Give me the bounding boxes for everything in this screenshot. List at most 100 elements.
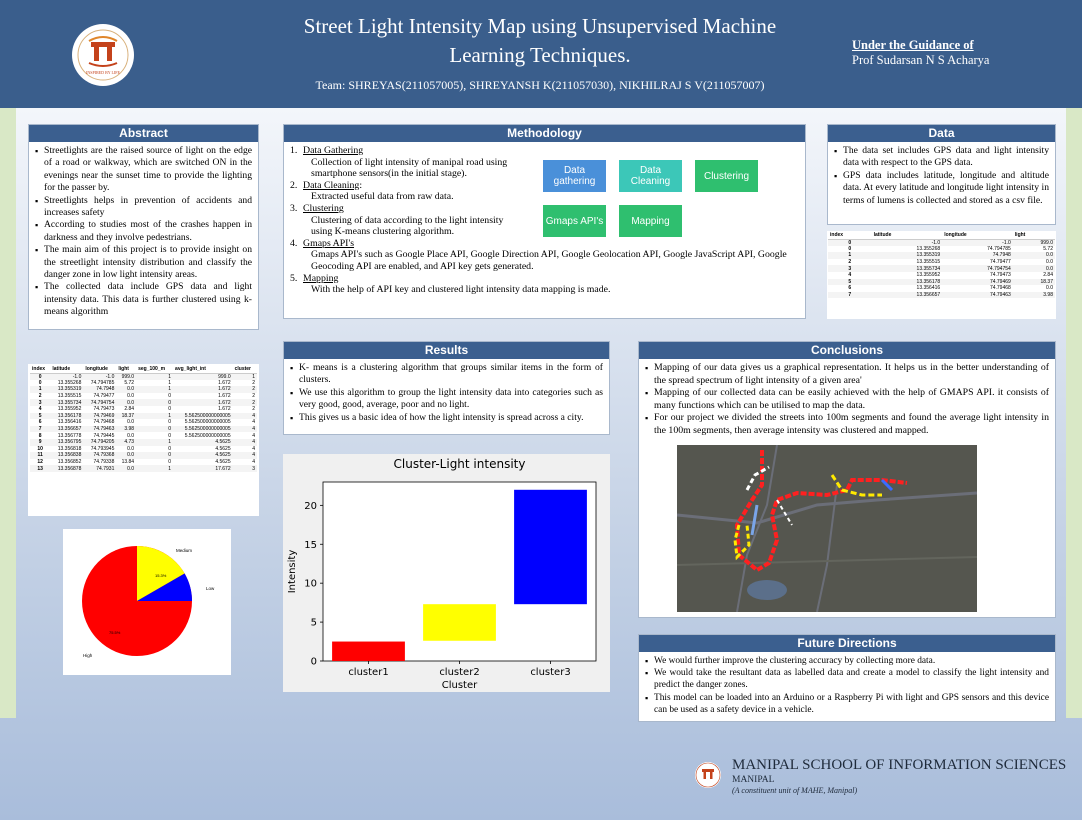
future-item: We would further improve the clustering … <box>645 655 1049 667</box>
data-panel: Data The data set includes GPS data and … <box>827 124 1056 225</box>
cluster-table-cell: 4 <box>232 452 257 459</box>
data-table-cell: 13.356657 <box>871 291 943 299</box>
light-intensity-map <box>677 445 977 612</box>
flow-data-gathering: Data gathering <box>543 160 606 192</box>
cluster-table-cell: -1.0 <box>50 373 84 380</box>
data-table: index latitude longitude light 0 -1.0 -1.0 999.… <box>828 232 1055 299</box>
cluster-table-cell: 4 <box>38 406 42 413</box>
school-unit: (A constituent unit of MAHE, Manipal) <box>732 786 858 795</box>
data-table-row: 7 13.356657 74.79463 3.98 <box>828 291 1055 299</box>
cluster-table-cell: 9 <box>30 438 51 446</box>
cluster-table-cell: 5.562500000000005 <box>184 432 231 439</box>
guidance-label: Under the Guidance of <box>852 38 974 52</box>
cluster-table-cell: 2.84 <box>124 406 135 413</box>
pie-pct-medium: 15.3% <box>155 573 167 578</box>
data-table-cell: 2 <box>848 259 852 266</box>
abstract-item: Streetlights are the raised source of li… <box>35 145 252 195</box>
methodology-steps: 1. Data Gathering Collection of light inte… <box>290 145 799 296</box>
bar-cluster1 <box>332 641 405 661</box>
light-category-pie: Medium Low High 15.3% 75.5% <box>82 546 215 658</box>
cluster-table-cell: 0.0 <box>127 432 135 439</box>
cluster-table-cell: 7 <box>30 425 51 433</box>
future-panel: Future Directions We would further impro… <box>638 634 1056 722</box>
cluster-table-cell: -1.0 <box>83 373 117 380</box>
future-item: We would take the resultant data as labe… <box>645 667 1049 691</box>
cluster-table-cell: 3 <box>30 399 51 406</box>
cluster-table-cell: 74.7948 <box>83 386 117 393</box>
y-axis-label: Intensity <box>287 550 298 594</box>
pie-slice-low <box>137 573 192 601</box>
abstract-item: Streetlights helps in prevention of acci… <box>35 195 252 220</box>
cluster-table-cell: 0.0 <box>127 393 135 400</box>
data-table-row: 2 13.355515 74.79477 0.0 <box>828 259 1055 266</box>
pie-chart-image: Medium Low High 15.3% 75.5% <box>63 529 231 675</box>
cluster-table-cell: 1.672 <box>218 406 231 413</box>
data-table-row: 3 13.355734 74.794754 0.0 <box>828 265 1055 272</box>
cluster-table-cell: 1.672 <box>173 399 233 406</box>
future-heading: Future Directions <box>639 635 1055 652</box>
cluster-table-cell: 2 <box>38 393 42 400</box>
data-table-cell: 1 <box>828 252 872 259</box>
cluster-table-row: 9 13.356795 74.794205 4.73 1 4.5625 4 <box>30 438 257 446</box>
cluster-table-cell: 2 <box>252 393 255 400</box>
data-table-cell: 0 <box>828 239 872 246</box>
cluster-table-cell: 6 <box>38 419 42 426</box>
data-table-row: 5 13.356178 74.79469 18.37 <box>828 278 1055 286</box>
cluster-table-header-cell: latitude <box>50 366 84 374</box>
abstract-item: The main aim of this project is to provi… <box>35 244 252 281</box>
cluster-table-cell: 74.794205 <box>83 438 117 446</box>
data-table-header-cell: light <box>1012 232 1055 240</box>
data-table-cell: 5.72 <box>1043 245 1053 252</box>
data-table-cell: -1.0 <box>871 239 943 246</box>
abstract-list: Streetlights are the raised source of li… <box>35 145 252 319</box>
cluster-table-cell: 1.672 <box>173 386 233 393</box>
abstract-heading: Abstract <box>29 125 258 142</box>
cluster-table-cell: 74.79469 <box>83 412 117 420</box>
cluster-table-cell: 74.793945 <box>90 445 115 452</box>
y-tick-label: 5 <box>311 618 317 629</box>
cluster-table-cell: 18.37 <box>116 412 137 420</box>
pie-pct-high: 75.5% <box>109 630 121 635</box>
map-image <box>677 445 977 612</box>
cluster-table-cell: 5.562500000000005 <box>173 425 233 433</box>
data-item: The data set includes GPS data and light… <box>834 145 1049 170</box>
data-list: The data set includes GPS data and light… <box>834 145 1049 207</box>
chart-title: Cluster-Light intensity <box>394 457 526 471</box>
data-table-image: index latitude longitude light 0 -1.0 -1.0 999.… <box>827 231 1056 319</box>
cluster-table-row: 3 13.355734 74.794754 0.0 0 1.672 2 <box>30 399 257 406</box>
methodology-heading: Methodology <box>284 125 805 142</box>
methodology-step: 1. Data Gathering Collection of light inte… <box>290 145 508 180</box>
results-panel: Results K- means is a clustering algorit… <box>283 341 610 435</box>
data-table-header-cell: index <box>828 232 872 240</box>
cluster-table-cell: 0 <box>38 379 42 386</box>
y-tick-label: 0 <box>311 657 317 668</box>
cluster-table-cell: 13.355319 <box>50 386 84 393</box>
methodology-step: 5. Mapping With the help of API key and cl… <box>290 272 611 296</box>
methodology-step: 4. Gmaps API's Gmaps API's such as Google … <box>290 237 787 272</box>
cluster-table-cell: 11 <box>30 452 51 459</box>
cluster-table-cell: 0 <box>30 373 51 380</box>
data-table-row: 6 13.356416 74.79468 0.0 <box>828 285 1055 292</box>
results-item: This gives us a basic idea of how the li… <box>290 412 603 425</box>
data-table-cell: 13.355319 <box>871 252 943 259</box>
conclusions-list: Mapping of our data gives us a graphical… <box>645 362 1049 438</box>
cluster-table-cell: 5 <box>30 412 51 420</box>
school-logo-icon <box>695 762 721 788</box>
cluster-table-cell: 74.794785 <box>90 379 115 386</box>
cluster-table-header-cell: longitude <box>83 366 117 374</box>
data-table-cell: 4 <box>848 272 852 279</box>
methodology-panel: Methodology 1. Data Gathering Collection o… <box>283 124 806 319</box>
pie-label-high: High <box>83 653 93 658</box>
y-tick-label: 15 <box>304 540 317 551</box>
conclusion-item: Mapping of our collected data can be eas… <box>645 387 1049 412</box>
cluster-table-row: 4 13.355952 74.79473 2.84 0 1.672 2 <box>30 406 257 413</box>
cluster-table: index latitude longitude light seg_100_m avg_… <box>30 366 257 472</box>
y-tick-label: 10 <box>304 579 317 590</box>
data-table-cell: 13.355952 <box>916 272 941 279</box>
data-table-cell: 74.794785 <box>987 245 1011 252</box>
data-heading: Data <box>828 125 1055 142</box>
cluster-table-cell: 13.355515 <box>57 393 82 400</box>
cluster-table-header-cell: cluster <box>232 366 257 374</box>
cluster-table-cell: 4 <box>252 445 255 452</box>
data-table-cell: 2.84 <box>1043 272 1053 279</box>
